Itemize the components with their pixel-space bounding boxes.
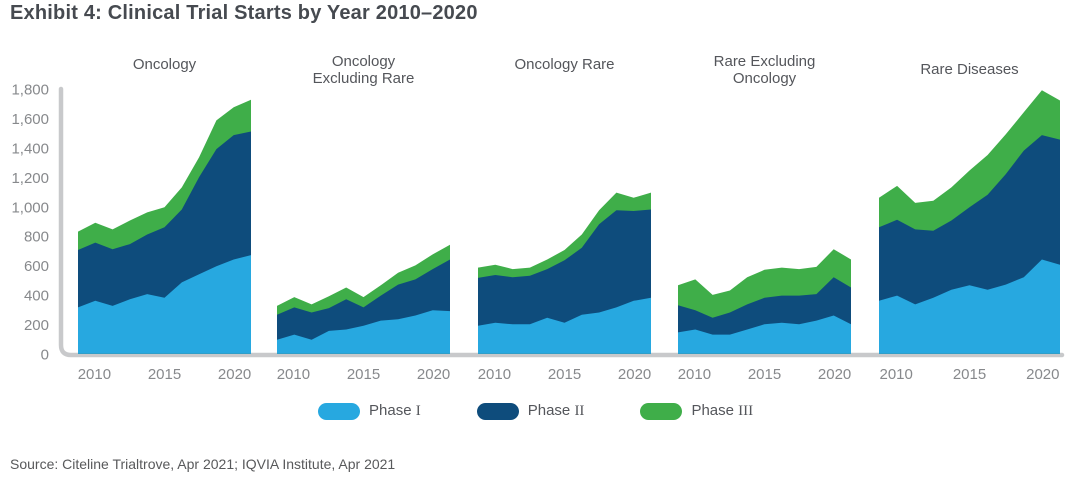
exhibit-title: Exhibit 4: Clinical Trial Starts by Year… <box>10 2 478 24</box>
panel-title-oncology: Oncology <box>132 56 197 73</box>
x-tick-label: 2010 <box>78 366 111 383</box>
y-tick-label: 200 <box>24 317 49 334</box>
y-tick-label: 400 <box>24 288 49 305</box>
x-tick-label: 2020 <box>618 366 651 383</box>
legend-label-phase-i: Phase I <box>369 402 421 419</box>
y-tick-label: 0 <box>41 347 49 364</box>
legend-label-phase-iii: Phase III <box>691 402 754 419</box>
x-tick-label: 2010 <box>678 366 711 383</box>
x-tick-label: 2015 <box>148 366 181 383</box>
y-tick-label: 1,400 <box>11 140 49 157</box>
x-tick-label: 2010 <box>277 366 310 383</box>
x-tick-label: 2020 <box>818 366 851 383</box>
panel-rare-excluding-oncology: 2010 2015 2020 <box>678 249 851 383</box>
x-tick-label: 2010 <box>478 366 511 383</box>
panel-rare-diseases: 2010 2015 2020 <box>879 90 1060 383</box>
x-tick-label: 2020 <box>417 366 450 383</box>
area-phase-i <box>879 259 1060 354</box>
y-tick-label: 1,000 <box>11 199 49 216</box>
x-tick-label: 2015 <box>548 366 581 383</box>
x-tick-label: 2015 <box>748 366 781 383</box>
panel-oncology: 2010 2015 2020 <box>78 99 251 383</box>
x-tick-label: 2015 <box>953 366 986 383</box>
area-phase-i <box>678 315 851 354</box>
legend-swatch-phase-i <box>318 402 360 420</box>
x-tick-label: 2010 <box>880 366 913 383</box>
x-tick-label: 2020 <box>1026 366 1059 383</box>
y-tick-label: 600 <box>24 258 49 275</box>
y-tick-label: 800 <box>24 229 49 246</box>
chart-legend: Phase I Phase II Phase III <box>318 402 809 420</box>
panel-oncology-excluding-rare: 2010 2015 2020 <box>277 244 450 383</box>
y-tick-label: 1,800 <box>11 82 49 99</box>
y-tick-label: 1,600 <box>11 111 49 128</box>
legend-item-phase-ii: Phase II <box>476 402 585 420</box>
source-text: Source: Citeline Trialtrove, Apr 2021; I… <box>10 456 396 472</box>
axis-line <box>58 86 1065 358</box>
area-phase-i <box>78 255 251 354</box>
legend-label-phase-ii: Phase II <box>527 402 585 419</box>
legend-swatch-phase-iii <box>640 402 683 420</box>
y-tick-label: 1,200 <box>11 170 49 187</box>
legend-swatch-phase-ii <box>476 402 519 420</box>
panel-title-rare-diseases: Rare Diseases <box>920 61 1019 78</box>
panel-oncology-rare: 2010 2015 2020 <box>478 192 651 383</box>
panel-title-oncology-excluding-rare: Oncology Excluding Rare <box>312 53 415 87</box>
area-phase-i <box>277 310 450 354</box>
x-tick-label: 2015 <box>347 366 380 383</box>
legend-item-phase-iii: Phase III <box>640 402 753 420</box>
legend-item-phase-i: Phase I <box>318 402 421 420</box>
area-phase-i <box>478 297 651 354</box>
panel-title-oncology-rare: Oncology Rare <box>514 56 615 73</box>
x-tick-label: 2020 <box>218 366 251 383</box>
panel-title-rare-excluding-oncology: Rare Excluding Oncology <box>713 53 816 87</box>
